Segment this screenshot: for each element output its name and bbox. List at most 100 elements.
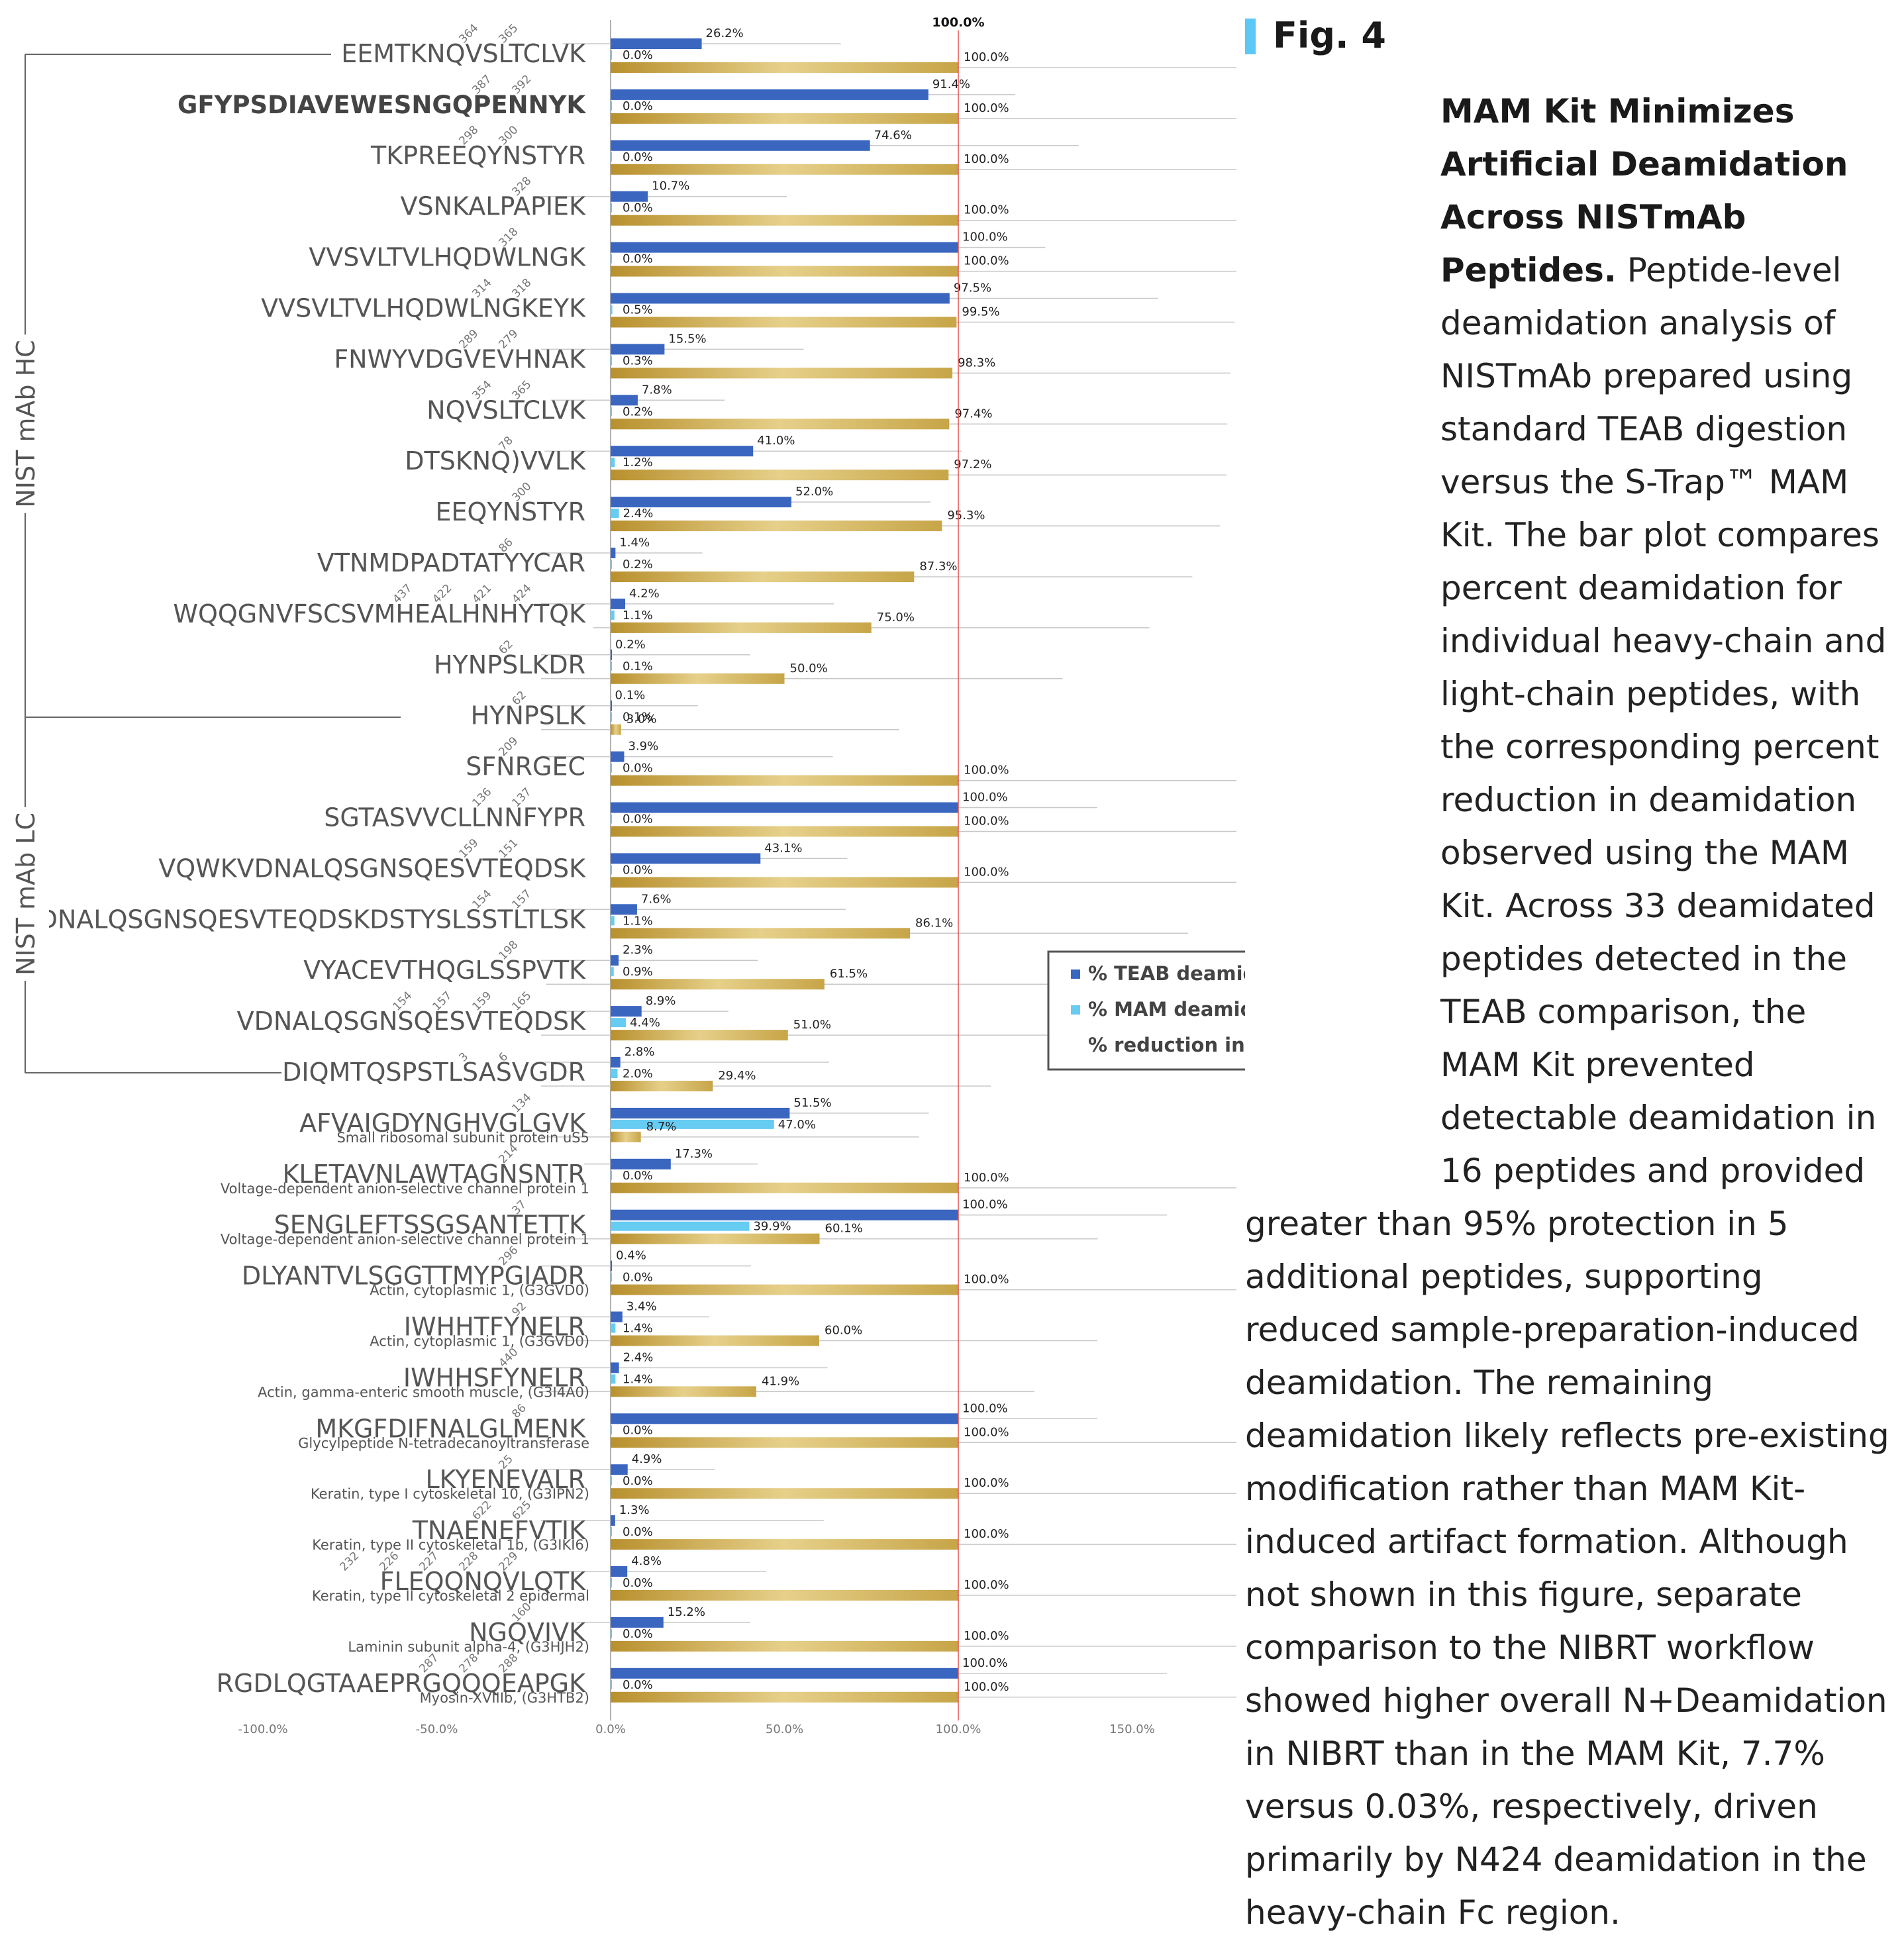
teab-bar [611, 191, 648, 202]
peptide-label: MKGFDIFNALGLMENK [315, 1414, 586, 1443]
mam-value-label: 0.0% [623, 813, 653, 826]
teab-value-label: 17.3% [675, 1147, 713, 1161]
reduction-bar [611, 266, 958, 277]
teab-value-label: 97.5% [954, 281, 991, 295]
teab-bar [611, 1464, 628, 1475]
mam-bar [611, 1476, 612, 1486]
protein-name-label: Laminin subunit alpha-4, (G3HJH2) [348, 1639, 589, 1655]
protein-name-label: Voltage-dependent anion-selective channe… [221, 1232, 589, 1248]
teab-value-label: 15.5% [668, 332, 706, 346]
mam-value-label: 0.3% [623, 354, 653, 368]
peptide-label: VSNKALPAPIEK [401, 192, 587, 221]
teab-bar [611, 1260, 613, 1271]
mam-bar [611, 1272, 612, 1282]
peptide-label: LKYENEVALR [425, 1465, 585, 1494]
reduction-value-label: 100.0% [964, 1680, 1009, 1694]
teab-bar [611, 548, 616, 558]
mam-bar [611, 1425, 612, 1435]
peptide-label: FNWYVDGVEVHNAK [334, 344, 586, 373]
deamidation-bar-chart: 100.0% -100.0% -50.0% 0.0% 50.0% 100.0% 150.0%… [11, 15, 1245, 1734]
mam-value-label: 0.0% [623, 1525, 653, 1539]
mam-value-label: 47.0% [778, 1118, 816, 1132]
mam-bar [611, 1679, 612, 1689]
mam-bar [611, 1069, 618, 1078]
reduction-bar [611, 1488, 958, 1499]
mam-value-label: 1.1% [623, 914, 653, 928]
mam-value-label: 0.0% [623, 1169, 653, 1183]
peptide-label: EEQYNSTYR [435, 497, 585, 526]
reduction-value-label: 86.1% [915, 916, 953, 930]
mam-value-label: 0.0% [623, 1576, 653, 1590]
mam-bar [611, 610, 615, 620]
reduction-value-label: 100.0% [964, 50, 1009, 64]
teab-bar [611, 1566, 628, 1577]
teab-value-label: 100.0% [962, 791, 1008, 805]
reduction-value-label: 100.0% [964, 1425, 1009, 1439]
mam-bar [611, 50, 612, 60]
mam-value-label: 0.0% [623, 99, 653, 113]
teab-value-label: 2.3% [623, 943, 653, 957]
peptide-label: HYNPSLK [471, 701, 586, 730]
teab-bar [611, 1667, 958, 1679]
protein-name-label: Keratin, type I cytoskeletal 10, (G3IPN2… [311, 1486, 589, 1502]
reduction-bar [611, 419, 950, 430]
mam-bar [611, 1170, 612, 1180]
peptide-label: RGDLQGTAAEPRGQQQEAPGK [217, 1669, 586, 1698]
teab-bar [611, 700, 612, 711]
teab-value-label: 8.9% [646, 994, 676, 1008]
reduction-bar [611, 1233, 820, 1244]
teab-bar [611, 1362, 619, 1373]
reduction-bar [611, 1640, 958, 1652]
peptide-label: SGTASVVCLLNNFYPR [324, 803, 585, 832]
reduction-bar [611, 470, 949, 481]
mam-value-label: 0.1% [623, 660, 653, 673]
teab-value-label: 10.7% [652, 179, 689, 193]
reduction-value-label: 97.2% [954, 458, 991, 472]
group-label-hc: NIST mAb HC [11, 340, 40, 507]
mam-bar [611, 509, 619, 519]
protein-name-label: Keratin, type II cytoskeletal 1b, (G3IKI… [312, 1537, 589, 1553]
peptide-label: VTNMDPADTATYYCAR [317, 548, 585, 577]
reduction-bar [611, 979, 825, 990]
peptide-label: DTSKNQ)VVLK [405, 446, 586, 475]
reduction-bar [611, 1386, 756, 1397]
reduction-value-label: 100.0% [964, 1527, 1009, 1541]
reduction-value-label: 41.9% [762, 1374, 799, 1388]
teab-value-label: 4.8% [631, 1554, 662, 1568]
protein-name-label: Actin, cytoplasmic 1, (G3GVD0) [370, 1283, 589, 1299]
mam-bar [611, 1323, 616, 1333]
mam-value-label: 0.0% [623, 1678, 653, 1692]
x-tick-label: 150.0% [1109, 1722, 1155, 1734]
mam-bar [611, 865, 612, 875]
legend-entry: % MAM deamidation [1088, 998, 1245, 1020]
mam-bar [611, 560, 612, 569]
reduction-bar [611, 1131, 641, 1142]
peptide-label: EEMTKNQVSLTCLVK [341, 39, 586, 68]
figure-tag-marker [1245, 19, 1256, 54]
protein-name-label: Actin, cytoplasmic 1, (G3GVD0) [370, 1334, 589, 1350]
mam-bar [611, 916, 615, 926]
group-label-lc: NIST mAb LC [11, 813, 40, 975]
teab-bar [611, 497, 791, 508]
teab-bar [611, 1616, 664, 1628]
teab-bar [611, 1515, 615, 1526]
reduction-bar [611, 724, 621, 735]
reduction-bar [611, 1182, 958, 1193]
reduction-bar [611, 62, 958, 73]
teab-bar [611, 904, 637, 915]
reduction-bar [611, 877, 958, 888]
teab-value-label: 52.0% [795, 485, 833, 499]
mam-bar [611, 254, 612, 264]
reduction-value-label: 100.0% [964, 865, 1009, 879]
mam-value-label: 0.0% [623, 252, 653, 266]
teab-value-label: 3.4% [626, 1300, 657, 1314]
teab-bar [611, 1006, 642, 1017]
mam-bar [611, 305, 613, 315]
reduction-value-label: 100.0% [964, 764, 1009, 777]
mam-value-label: 0.0% [623, 1271, 653, 1285]
peptide-label: VVSVLTVLHQDWLNGKEYK [261, 294, 586, 323]
mam-value-label: 0.1% [623, 711, 653, 724]
peptide-label: DIQMTQSPSTLSASVGDR [282, 1058, 585, 1087]
reduction-bar [611, 775, 958, 786]
reduction-bar [611, 1081, 713, 1091]
